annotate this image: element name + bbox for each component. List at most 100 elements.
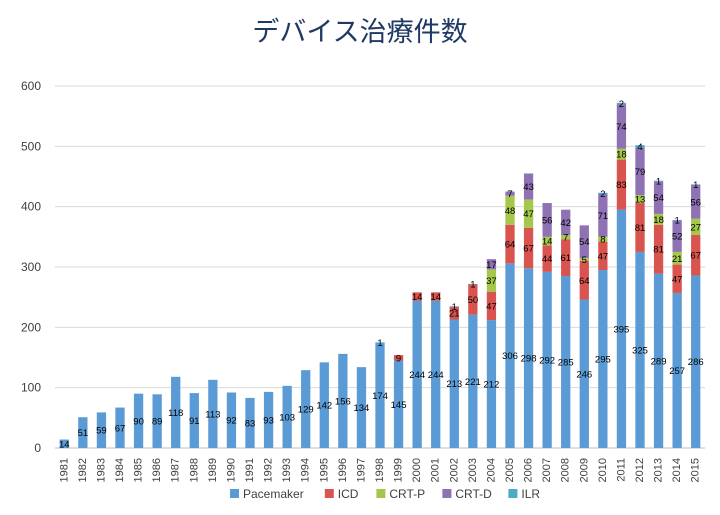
bar-segment-pacemaker [635,251,645,448]
bar-segment-pacemaker [672,292,682,448]
bar-segment-pacemaker [375,343,385,448]
bar-segment-icd [635,203,645,252]
bar-segment-pacemaker [486,320,497,448]
bar-segment-crt-d [616,104,627,149]
x-axis-ticks: 1981 1982 1983 1984 1985 1986 1987 1988 1989 1990… [58,458,701,482]
bar-segment-icd [672,264,682,293]
bar-segment-pacemaker [393,360,404,448]
x-tick-label: 2010 [597,458,609,482]
x-tick-label: 1994 [300,458,312,482]
legend-label: ILR [521,487,540,501]
x-tick-label: 2009 [578,458,590,482]
data-label: 213 [446,379,462,390]
x-tick-label: 1982 [77,458,89,482]
data-label: 90 [133,416,144,427]
bar-segment-pacemaker [96,412,107,448]
bar-segment-crt-d [691,184,701,219]
bar-segment-pacemaker [412,300,422,448]
data-label: 8 [600,235,605,246]
data-label: 64 [579,276,590,287]
data-label: 14 [542,237,553,248]
x-tick-label: 1989 [207,458,219,482]
bar-segment-pacemaker [282,385,292,448]
bar-segment-crt-p [579,257,589,261]
x-tick-label: 1985 [133,458,145,482]
bar-segment-crt-d [542,203,552,237]
data-label: 17 [486,260,497,271]
bar-segment-pacemaker [523,268,534,448]
data-label: 18 [653,215,664,226]
bar-segment-ilr [449,306,459,307]
data-label: 9 [396,353,401,364]
x-tick-label: 2003 [467,458,479,482]
bar-segment-crt-p [691,218,701,236]
data-label: 92 [226,416,237,427]
data-label: 67 [690,251,701,262]
y-tick-label: 100 [21,381,41,395]
bar-segment-crt-p [616,148,627,160]
y-tick-label: 400 [21,200,41,214]
legend-swatch [376,489,386,498]
bar-segment-icd [412,292,422,301]
bar-segment-crt-p [542,236,552,246]
data-label: 1 [452,302,457,313]
bar-segment-crt-p [523,199,534,228]
data-label: 47 [486,301,497,312]
legend-swatch [508,489,518,498]
data-label: 5 [582,255,587,266]
x-tick-label: 2012 [634,458,646,482]
data-label: 54 [579,237,590,248]
data-label: 81 [635,223,646,234]
data-label: 2 [619,99,624,110]
data-label: 59 [96,426,107,437]
bar-segment-pacemaker [263,391,274,448]
data-label: 7 [507,189,512,200]
data-label: 61 [560,253,571,264]
bar-segment-crt-d [486,259,497,270]
data-label: 13 [635,195,646,206]
data-label: 47 [523,209,534,220]
x-tick-label: 1986 [151,458,163,482]
data-label: 14 [412,292,423,303]
data-label: 306 [502,351,518,362]
data-label: 21 [672,254,683,265]
bar-segment-crt-p [505,195,515,225]
data-label: 52 [672,232,683,243]
x-tick-label: 2007 [541,458,553,482]
bar-segment-crt-p [672,251,682,265]
data-label: 89 [152,417,163,428]
bar-segment-pacemaker [616,209,627,448]
data-label: 295 [595,355,611,366]
data-label: 286 [688,357,704,368]
legend-label: CRT-P [389,487,425,501]
x-tick-label: 1981 [58,458,70,482]
data-label: 14 [430,292,441,303]
x-tick-label: 2014 [671,458,683,482]
legend-swatch [442,489,452,498]
data-label: 67 [115,423,126,434]
bar-segment-icd [616,159,627,210]
data-label: 56 [542,215,553,226]
bar-segment-ilr [468,283,478,285]
x-tick-label: 1991 [244,458,256,482]
bar-segment-pacemaker [431,300,441,448]
bar-segment-pacemaker [189,393,199,448]
y-tick-label: 600 [21,79,41,93]
bar-segment-crt-d [523,173,534,200]
bar-segment-pacemaker [653,273,664,448]
x-tick-label: 1983 [95,458,107,482]
bar-segment-pacemaker [468,314,478,448]
data-label: 43 [523,182,534,193]
bar-segment-pacemaker [561,276,571,448]
bar-segment-ilr [635,145,645,148]
bar-segment-icd [431,292,441,301]
x-tick-label: 1999 [393,458,405,482]
bar-segment-icd [393,355,404,361]
data-label: 289 [651,356,667,367]
chart-title: デバイス治療件数 [252,17,468,48]
x-tick-label: 2004 [485,458,497,482]
bar-segment-crt-p [561,235,571,240]
data-label: 1 [693,180,698,191]
bar-segment-pacemaker [449,319,459,448]
bar-segment-crt-d [653,181,664,214]
